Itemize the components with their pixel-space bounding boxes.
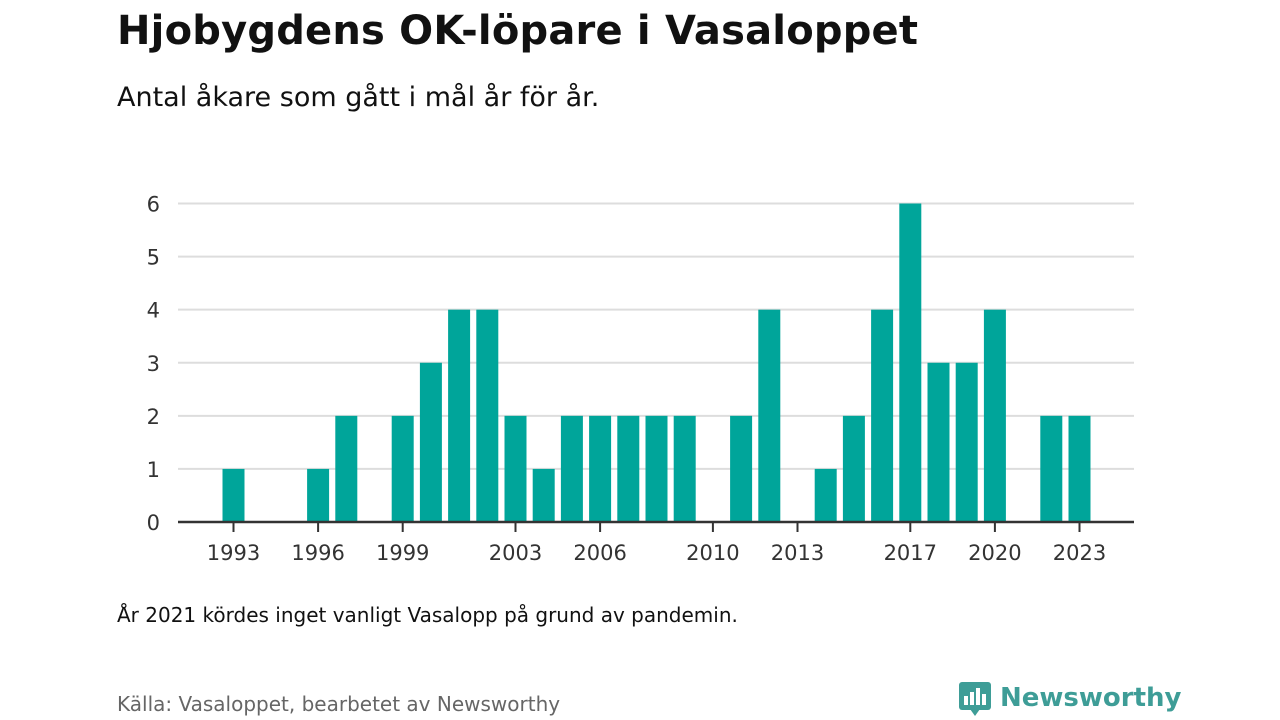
newsworthy-logo-text: Newsworthy xyxy=(1000,683,1182,713)
bar xyxy=(871,309,894,522)
chart-source: Källa: Vasaloppet, bearbetet av Newswort… xyxy=(117,692,561,716)
axes: 0 1 2 3 4 5 6 1993 1996 1999 2003 2006 2010 2013 2017 2… xyxy=(147,193,1134,565)
bar-chart: 0 1 2 3 4 5 6 1993 1996 1999 2003 2006 2010 2013 2017 2… xyxy=(147,193,1134,565)
x-tick-label: 2006 xyxy=(573,541,626,565)
bar xyxy=(419,362,442,522)
bar xyxy=(617,415,640,522)
bar xyxy=(758,309,781,522)
y-tick-label: 2 xyxy=(147,405,160,429)
x-tick-label: 1999 xyxy=(376,541,429,565)
bar xyxy=(673,415,696,522)
bar xyxy=(476,309,499,522)
bar xyxy=(335,415,358,522)
bar xyxy=(983,309,1006,522)
x-tick-label: 2023 xyxy=(1053,541,1106,565)
bar xyxy=(448,309,471,522)
x-tick-label: 1996 xyxy=(291,541,344,565)
x-tick-label: 1993 xyxy=(207,541,260,565)
y-tick-label: 6 xyxy=(147,193,160,217)
x-tick-label: 2013 xyxy=(771,541,824,565)
bars xyxy=(222,203,1091,522)
bar xyxy=(504,415,527,522)
y-tick-label: 5 xyxy=(147,246,160,270)
x-tick-label: 2020 xyxy=(968,541,1021,565)
bar xyxy=(589,415,612,522)
bar xyxy=(307,468,330,522)
x-tick-label: 2010 xyxy=(686,541,739,565)
newsworthy-logo[interactable]: Newsworthy xyxy=(958,678,1181,718)
bar xyxy=(1068,415,1091,522)
x-tick-label: 2017 xyxy=(884,541,937,565)
y-tick-label: 3 xyxy=(147,352,160,376)
chart-title: Hjobygdens OK-löpare i Vasaloppet xyxy=(117,8,919,54)
bar xyxy=(955,362,978,522)
chart-note: År 2021 kördes inget vanligt Vasalopp på… xyxy=(117,603,738,627)
bar xyxy=(899,203,922,522)
chart-subtitle: Antal åkare som gått i mål år för år. xyxy=(117,82,600,113)
bar xyxy=(814,468,837,522)
bar xyxy=(391,415,414,522)
newsworthy-logo-icon xyxy=(959,682,991,716)
bar xyxy=(1040,415,1063,522)
x-tick-label: 2003 xyxy=(489,541,542,565)
y-tick-label: 0 xyxy=(147,511,160,535)
bar xyxy=(730,415,753,522)
y-tick-label: 1 xyxy=(147,458,160,482)
bar xyxy=(842,415,865,522)
bar xyxy=(532,468,555,522)
bar xyxy=(645,415,668,522)
bar xyxy=(927,362,950,522)
bar xyxy=(560,415,583,522)
y-tick-label: 4 xyxy=(147,299,160,323)
bar xyxy=(222,468,245,522)
